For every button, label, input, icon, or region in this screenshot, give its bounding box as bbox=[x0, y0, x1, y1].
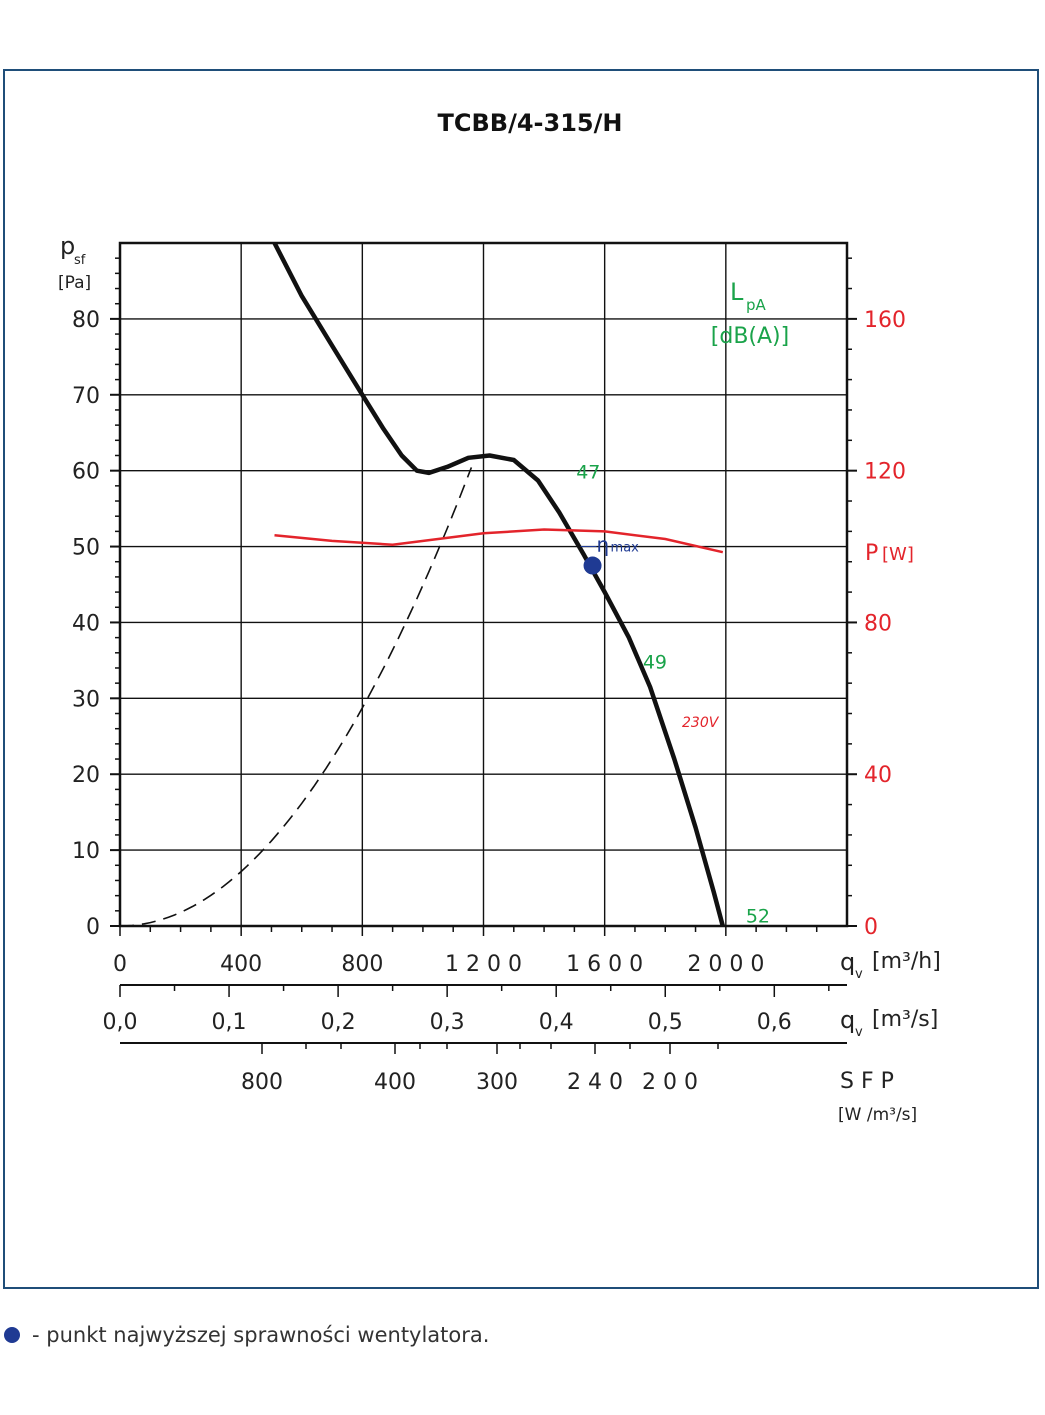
x-tick-label: 400 bbox=[220, 952, 262, 977]
sfp-axis-label: S F P bbox=[840, 1069, 894, 1094]
sfp-tick-label: 400 bbox=[374, 1070, 416, 1095]
x-axis-2-tick-label: 0,1 bbox=[212, 1010, 247, 1035]
eta-max-sup: max bbox=[611, 541, 640, 556]
y2-tick-label: 0 bbox=[864, 915, 878, 940]
y-tick-label: 50 bbox=[72, 536, 100, 561]
x-axis-2-label-sub: v bbox=[855, 1025, 863, 1040]
y2-tick-label: 160 bbox=[864, 308, 906, 333]
legend-note: - punkt najwyższej sprawności wentylator… bbox=[4, 1322, 489, 1348]
x-tick-label: 800 bbox=[341, 952, 383, 977]
eta-max-label: η bbox=[597, 533, 610, 557]
x-axis-2-label-main: q bbox=[840, 1006, 855, 1034]
y-axis-label-sub: sf bbox=[74, 253, 86, 268]
x-axis-2-tick-label: 0,4 bbox=[539, 1010, 574, 1035]
x-axis-label-sub: v bbox=[855, 967, 863, 982]
x-axis-unit: [m³/h] bbox=[872, 949, 941, 974]
y-axis-unit: [Pa] bbox=[58, 273, 91, 293]
axes bbox=[110, 241, 857, 1054]
curves bbox=[119, 241, 725, 927]
sfp-tick-label: 800 bbox=[241, 1070, 283, 1095]
y2-tick-label: 120 bbox=[864, 460, 906, 485]
x-axis-2-unit: [m³/s] bbox=[872, 1007, 938, 1032]
power-curve-230v bbox=[274, 528, 724, 554]
series-230v-label: 230V bbox=[682, 715, 720, 731]
legend-note-text: - punkt najwyższej sprawności wentylator… bbox=[32, 1323, 490, 1347]
x-axis-label-main: q bbox=[840, 948, 855, 976]
y2-axis-label-main: P bbox=[865, 541, 878, 566]
sound-value-label: 47 bbox=[576, 462, 600, 484]
x-tick-label: 1 6 0 0 bbox=[566, 952, 643, 977]
y-tick-label: 20 bbox=[72, 763, 100, 788]
sfp-tick-label: 2 0 0 bbox=[642, 1070, 698, 1095]
x-axis-2-tick-label: 0,0 bbox=[103, 1010, 138, 1035]
system-curve bbox=[119, 467, 473, 927]
y2-tick-label: 80 bbox=[864, 611, 892, 636]
sound-label-unit: [dB(A)] bbox=[711, 324, 789, 349]
sound-label-main: L bbox=[730, 278, 744, 306]
sound-label-sub: pA bbox=[746, 296, 767, 314]
sfp-tick-label: 2 4 0 bbox=[567, 1070, 623, 1095]
y-tick-label: 80 bbox=[72, 308, 100, 333]
grid bbox=[120, 243, 847, 926]
x-axis-2-tick-label: 0,6 bbox=[757, 1010, 792, 1035]
x-tick-label: 2 0 0 0 bbox=[687, 952, 764, 977]
x-tick-label: 0 bbox=[113, 952, 127, 977]
sfp-tick-label: 300 bbox=[476, 1070, 518, 1095]
y2-tick-label: 40 bbox=[864, 763, 892, 788]
y-tick-label: 40 bbox=[72, 611, 100, 636]
x-axis-2-tick-label: 0,5 bbox=[648, 1010, 683, 1035]
y-tick-label: 10 bbox=[72, 839, 100, 864]
sfp-axis-unit: [W /m³/s] bbox=[838, 1105, 917, 1125]
x-axis-2-tick-label: 0,2 bbox=[321, 1010, 356, 1035]
y-tick-label: 70 bbox=[72, 384, 100, 409]
y-tick-label: 30 bbox=[72, 687, 100, 712]
y2-axis-unit: [W] bbox=[882, 544, 914, 565]
sound-value-label: 49 bbox=[643, 651, 667, 673]
eta-max-point bbox=[583, 556, 602, 575]
chart-frame bbox=[3, 69, 1039, 1289]
fan-pressure-curve bbox=[272, 241, 725, 927]
sound-value-label: 52 bbox=[746, 906, 770, 928]
x-tick-label: 1 2 0 0 bbox=[445, 952, 522, 977]
eta-max-legend-dot bbox=[4, 1327, 20, 1343]
y-axis-label-main: p bbox=[60, 232, 75, 260]
x-axis-2-tick-label: 0,3 bbox=[430, 1010, 465, 1035]
y-tick-label: 0 bbox=[86, 915, 100, 940]
y-tick-label: 60 bbox=[72, 460, 100, 485]
chart-title: TCBB/4-315/H bbox=[438, 109, 623, 137]
